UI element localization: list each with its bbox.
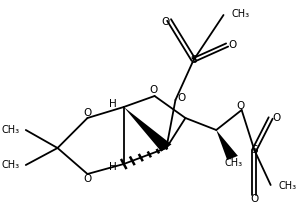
Text: O: O: [83, 108, 91, 118]
Text: O: O: [83, 174, 91, 184]
Text: CH₃: CH₃: [231, 9, 249, 19]
Text: O: O: [229, 40, 237, 50]
Text: CH₃: CH₃: [2, 125, 20, 135]
Text: O: O: [272, 113, 280, 123]
Text: O: O: [149, 85, 157, 95]
Text: H: H: [109, 99, 117, 109]
Text: CH₃: CH₃: [2, 160, 20, 170]
Text: S: S: [190, 55, 197, 65]
Text: O: O: [250, 194, 258, 204]
Text: O: O: [162, 17, 170, 27]
Polygon shape: [216, 130, 238, 160]
Polygon shape: [124, 107, 171, 152]
Text: H: H: [109, 162, 117, 172]
Text: O: O: [177, 93, 186, 103]
Text: S: S: [251, 145, 258, 155]
Text: CH₃: CH₃: [278, 181, 296, 191]
Text: CH₃: CH₃: [225, 158, 243, 168]
Text: O: O: [236, 101, 244, 111]
